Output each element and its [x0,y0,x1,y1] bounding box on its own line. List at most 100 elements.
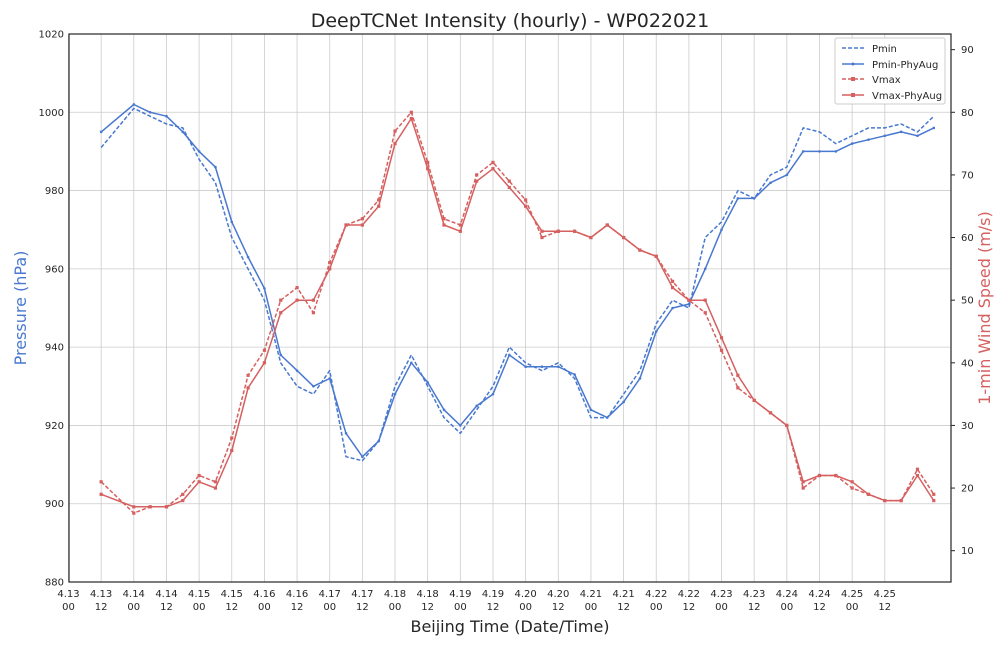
data-point-pmin-phyaug [834,150,838,153]
data-point-pmin-phyaug [165,114,168,118]
legend-label-pmin-phyaug: Pmin-PhyAug [872,60,938,71]
data-point-vmax [801,486,805,490]
data-point-vmax-phyaug [181,498,185,503]
data-point-vmax-phyaug [752,398,756,402]
series-line-vmax-phyaug [100,117,935,508]
data-point-vmax-phyaug [426,167,430,171]
data-point-vmax [132,511,136,515]
data-point-vmax [475,173,479,177]
data-point-vmax-phyaug [932,498,936,503]
data-point-pmin-phyaug [899,130,903,134]
data-point-vmax [524,198,528,202]
data-point-vmax [213,480,218,484]
data-point-vmax-phyaug [573,229,577,233]
data-point-vmax-phyaug [817,473,822,478]
y-tick-label-left: 980 [45,186,64,197]
legend-label-pmin: Pmin [872,44,897,55]
data-point-vmax-phyaug [850,480,854,484]
data-point-vmax [458,223,462,227]
y-axis-left: 880 900 920 940 960 980 1000 1020 [39,30,64,589]
data-point-pmin-phyaug [197,150,201,153]
x-tick-label-date: 4.15 [188,589,210,600]
x-tick-label-date: 4.16 [286,589,308,600]
x-tick-label-time: 00 [650,602,663,613]
data-point-vmax [409,110,413,114]
data-point-vmax-phyaug [213,486,218,490]
x-tick-label-date: 4.18 [384,589,406,600]
data-point-vmax-phyaug [279,311,283,315]
x-tick-label-time: 12 [160,602,173,613]
data-point-pmin-phyaug [605,416,609,419]
y-tick-label-left: 900 [45,499,64,510]
data-point-vmax-phyaug [328,267,332,271]
data-point-pmin-phyaug [867,138,870,141]
grid-lines [68,33,951,583]
data-point-vmax [295,286,299,290]
x-tick-label-time: 00 [585,602,598,613]
x-tick-label-date: 4.24 [808,589,830,600]
legend-marker-vmax [851,77,855,81]
x-tick-label-time: 12 [683,602,696,613]
x-tick-label-time: 12 [878,602,891,613]
data-point-pmin-phyaug [654,330,658,333]
x-tick-label-time: 00 [193,602,206,613]
data-point-pmin-phyaug [703,267,707,271]
x-tick-label-time: 00 [389,602,402,613]
x-tick-label-date: 4.16 [253,589,275,600]
data-point-vmax [426,160,430,164]
data-point-vmax [442,217,446,221]
y-tick-label-left: 1020 [39,30,64,41]
data-point-vmax [393,129,397,133]
data-point-pmin-phyaug [328,377,332,380]
data-point-pmin-phyaug [589,408,593,412]
data-point-pmin-phyaug [720,228,723,232]
x-tick-label-time: 12 [356,602,369,613]
x-tick-label-date: 4.24 [776,589,798,600]
data-point-vmax-phyaug [899,498,903,503]
x-tick-label-time: 00 [258,602,271,613]
chart-title: DeepTCNet Intensity (hourly) - WP022021 [311,10,710,32]
data-point-pmin-phyaug [556,365,560,369]
data-point-vmax [736,386,740,390]
data-point-pmin-phyaug [736,197,740,200]
x-tick-label-time: 12 [813,602,826,613]
data-point-vmax [719,348,724,352]
plot-frame [68,33,952,583]
data-point-vmax-phyaug [360,223,364,227]
data-point-vmax [540,235,544,240]
data-point-pmin-phyaug [148,110,152,114]
legend-label-vmax: Vmax [872,75,901,86]
data-point-vmax [328,260,332,265]
data-point-pmin-phyaug [99,130,103,134]
data-point-vmax-phyaug [768,411,773,415]
data-point-vmax-phyaug [866,492,871,496]
data-point-vmax [507,179,511,183]
x-tick-label-date: 4.18 [417,589,439,600]
data-point-pmin-phyaug [850,142,854,145]
data-point-pmin-phyaug [230,220,234,224]
data-point-pmin-phyaug [524,365,527,369]
data-point-pmin-phyaug [393,392,397,396]
x-tick-label-date: 4.22 [645,589,667,600]
data-point-vmax-phyaug [719,336,724,340]
x-tick-label-date: 4.13 [90,589,112,600]
data-point-pmin-phyaug [295,369,299,372]
data-point-vmax [915,467,920,471]
data-point-pmin-phyaug [769,181,772,185]
data-point-vmax-phyaug [409,116,413,121]
x-axis: 4.13 00 4.13 12 4.14 00 4.14 12 4.15 00 4.15 12 4.16… [57,589,896,613]
x-tick-label-time: 12 [487,602,500,613]
x-tick-label-date: 4.19 [482,589,504,600]
data-point-pmin-phyaug [410,361,413,365]
x-tick-label-date: 4.25 [841,589,863,600]
data-point-pmin-phyaug [132,103,136,106]
x-tick-label-time: 00 [715,602,728,613]
x-tick-label-time: 00 [846,602,859,613]
x-tick-label-date: 4.14 [123,589,145,600]
data-point-pmin-phyaug [214,165,217,169]
x-tick-label-date: 4.17 [351,589,373,600]
x-tick-label-date: 4.23 [743,589,765,600]
data-point-vmax [670,279,675,283]
x-tick-label-date: 4.14 [155,589,177,600]
data-point-pmin-phyaug [883,134,887,138]
